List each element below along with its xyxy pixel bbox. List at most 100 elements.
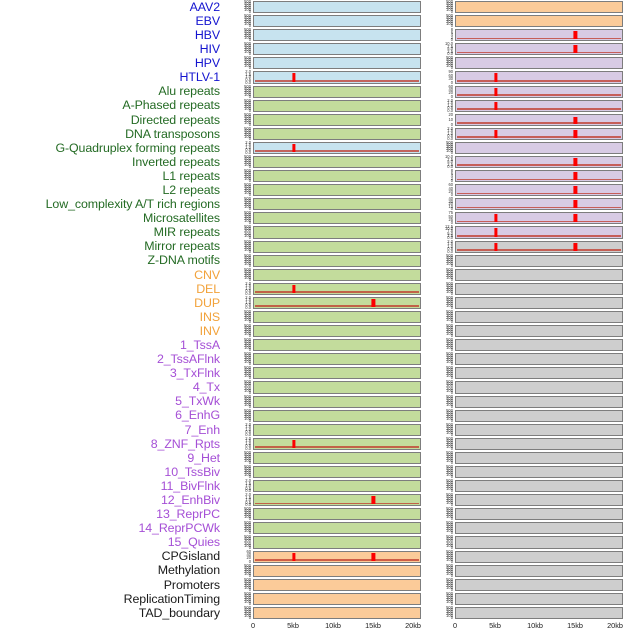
track-plot-area-left [253,15,421,28]
y-tick-label: 400 [446,522,453,528]
y-tick-label: 500 [244,308,251,314]
y-tick-label: 200 [244,230,251,236]
y-tick-label: 500 [446,576,453,582]
y-tick-label: 0 [450,37,453,43]
y-tick-label: 400 [446,296,453,302]
y-tick-label: 200 [446,5,453,10]
y-tick-label: 500 [446,534,453,540]
y-tick-label: 20 [448,90,453,96]
track-row-right: 500 400 300 200 100 0 [428,13,623,28]
y-axis-left: 500 400 300 200 100 0 [226,28,252,42]
track-row-right: 75 50 25 0 [428,211,623,225]
track-row-left: 500 400 300 200 100 0 [226,323,421,338]
y-tick-label: 100 [446,486,453,492]
track-label-promoters: Promoters [163,577,220,592]
y-axis-left: 500 400 300 200 100 0 [226,83,252,99]
y-tick-label: 0.5 [245,147,251,153]
y-tick-label: 200 [244,61,251,67]
x-tick-label-left: 0 [250,621,256,630]
track-label-12-enhbiv: 12_EnhBiv [160,493,220,508]
y-tick-label: 10 [448,203,453,209]
y-tick-label: 100 [244,415,251,421]
y-tick-label: 500 [244,182,251,188]
track-row-right: 500 400 300 200 100 0 [428,535,623,549]
y-tick-label: 500 [244,407,251,413]
y-tick-label: 200 [244,19,251,25]
track-plot-area-right [455,156,623,169]
peak-bar [494,87,498,96]
y-tick-label: 400 [446,325,453,331]
track-plot-area-left [253,57,421,70]
track-row-left: 2.0 1.5 1.0 0.5 0.0 [226,70,421,84]
track-plot-area-right [455,254,623,267]
y-tick-label: 100 [244,274,251,280]
y-tick-label: 200 [244,455,251,461]
track-row-right: 500 400 300 200 100 0 [428,408,623,423]
track-plot-area-left [253,451,421,464]
track-row-left: 2.0 1.5 1.0 0.5 0.0 [226,281,421,296]
y-tick-label: 400 [244,339,251,345]
y-tick-label: 400 [446,381,453,387]
track-row-right: 12.5 10.0 7.5 5.0 2.5 0.0 [428,225,623,239]
y-tick-label: 0.0 [245,290,251,296]
y-tick-label: 200 [446,610,453,616]
y-tick-label: 0 [248,530,251,536]
y-tick-label: 200 [446,371,453,377]
y-tick-label: 200 [244,160,251,165]
y-tick-label: 100 [446,288,453,294]
y-tick-label: 0 [450,474,453,480]
track-row-right: 90 60 30 0 [428,70,623,84]
track-row-right: 500 400 300 200 100 0 [428,576,623,592]
left-x-axis: 0 5kb 10kb 15kb 20kb [226,620,421,630]
track-row-left: 500 400 300 200 100 0 [226,507,421,521]
track-plot-area-right [455,43,623,56]
y-tick-label: 400 [446,254,453,260]
y-axis-left: 2.0 1.5 1.0 0.5 0.0 [226,70,252,84]
track-plot-area-left [253,466,421,479]
track-plot-area-left [253,437,421,450]
track-plot-area-right [455,480,623,493]
y-axis-left: 500 400 300 200 100 0 [226,126,252,141]
track-row-right: 2.0 1.5 1.0 0.5 0.0 [428,98,623,113]
track-row-right: 500 400 300 200 100 0 [428,267,623,282]
y-tick-label: 300 [244,200,251,206]
y-tick-label: 100 [244,373,251,379]
track-plot-area-right [455,367,623,380]
track-plot-area-right [455,451,623,464]
track-plot-area-left [253,29,421,42]
y-tick-label: 300 [446,397,453,403]
y-tick-label: 0 [248,248,251,254]
track-row-left: 500 400 300 200 100 0 [226,267,421,282]
y-tick-label: 60 [246,548,251,554]
track-plot-area-left [253,85,421,98]
y-tick-label: 0 [450,206,453,212]
y-tick-label: 500 [244,83,251,89]
track-plot-area-left [253,381,421,394]
track-plot-area-right [455,127,623,140]
y-tick-label: 0 [450,544,453,550]
y-tick-label: 300 [244,242,251,248]
track-baseline [457,94,621,96]
track-plot-area-right [455,184,623,197]
track-plot-area-right [455,113,623,126]
track-plot-area-left [253,1,421,14]
track-row-left: 500 400 300 200 100 0 [226,13,421,28]
track-row-left: 500 400 300 200 100 0 [226,563,421,578]
track-baseline [255,559,419,561]
track-label-14-reprpcwk: 14_ReprPCWk [138,521,220,536]
y-tick-label: 400 [244,226,251,232]
y-tick-label: 400 [446,353,453,359]
y-tick-label: 0 [248,516,251,522]
track-row-right: 500 400 300 200 100 0 [428,493,623,507]
track-plot-area-left [253,170,421,183]
y-axis-right: 500 400 300 200 100 0 [428,281,454,296]
y-tick-label: 200 [446,554,453,560]
y-axis-right: 500 400 300 200 100 0 [428,591,454,606]
track-plot-area-right [455,550,623,563]
y-tick-label: 300 [446,524,453,530]
track-plot-area-left [253,198,421,211]
y-axis-right: 500 400 300 200 100 0 [428,253,454,268]
y-tick-label: 0.0 [245,488,251,494]
y-axis-right: 500 400 300 200 100 0 [428,323,454,338]
